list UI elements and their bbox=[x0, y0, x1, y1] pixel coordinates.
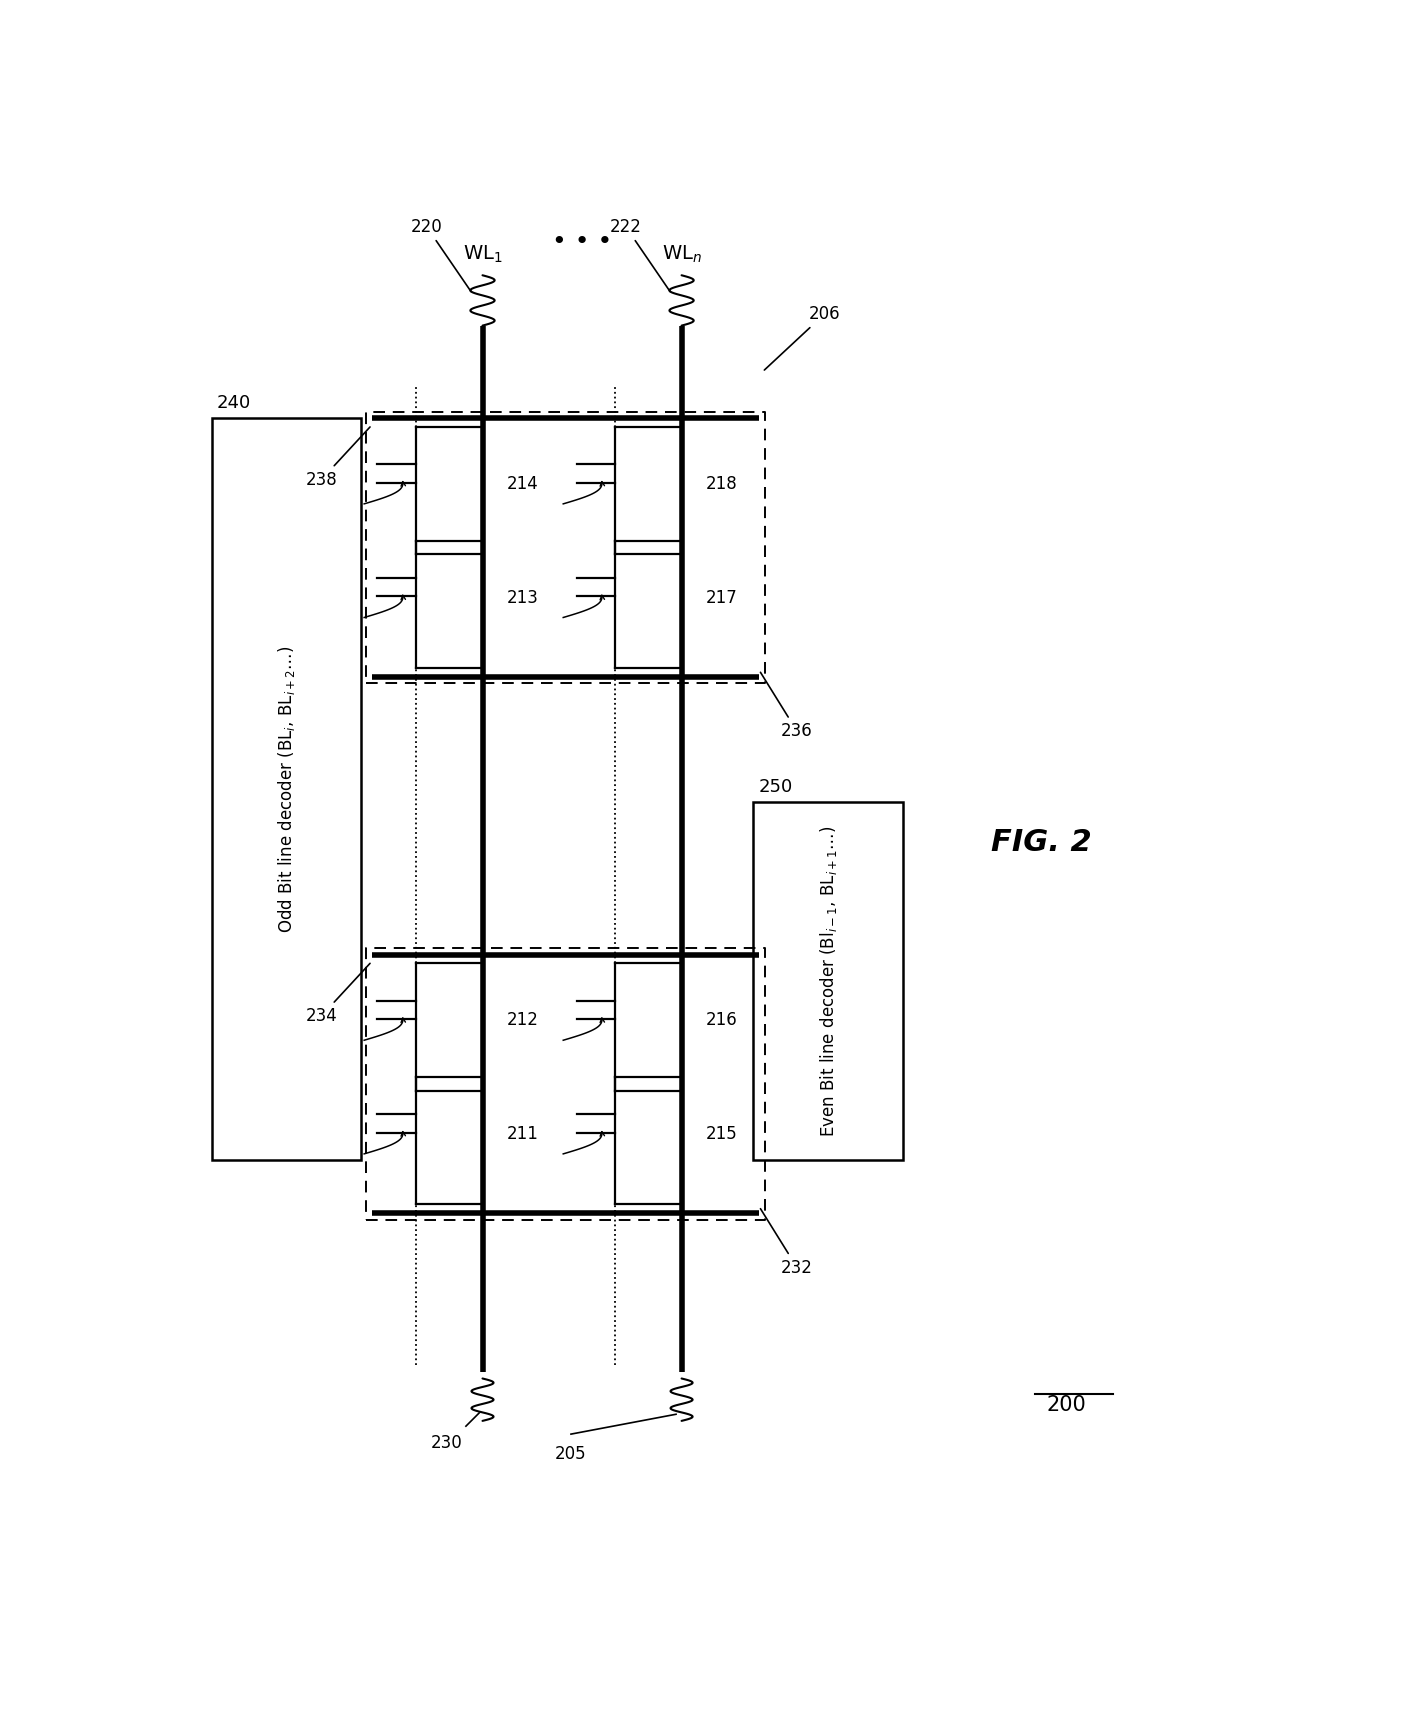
Text: FIG. 2: FIG. 2 bbox=[990, 827, 1092, 857]
Text: Even Bit line decoder (Bl$_{i-1}$, BL$_{i+1}$…): Even Bit line decoder (Bl$_{i-1}$, BL$_{… bbox=[818, 826, 839, 1137]
Text: 212: 212 bbox=[507, 1011, 539, 1029]
Text: 211: 211 bbox=[507, 1125, 539, 1144]
Text: 234: 234 bbox=[305, 963, 370, 1025]
Text: 217: 217 bbox=[706, 588, 738, 607]
Bar bbox=[753, 802, 903, 1159]
Text: 213: 213 bbox=[507, 588, 539, 607]
Text: 240: 240 bbox=[217, 394, 251, 411]
Text: WL$_{1}$: WL$_{1}$ bbox=[462, 243, 502, 265]
Text: 230: 230 bbox=[431, 1434, 462, 1452]
Text: 232: 232 bbox=[761, 1209, 813, 1276]
Bar bbox=[211, 418, 361, 1159]
Text: 220: 220 bbox=[411, 217, 471, 291]
Text: WL$_{n}$: WL$_{n}$ bbox=[662, 243, 702, 265]
Text: 216: 216 bbox=[706, 1011, 738, 1029]
Text: 206: 206 bbox=[765, 304, 841, 370]
Text: Odd Bit line decoder (BL$_{i}$, BL$_{i+2}$…): Odd Bit line decoder (BL$_{i}$, BL$_{i+2… bbox=[275, 645, 297, 932]
Text: 215: 215 bbox=[706, 1125, 738, 1144]
Text: • • •: • • • bbox=[552, 230, 612, 255]
Text: 214: 214 bbox=[507, 475, 538, 494]
Text: 200: 200 bbox=[1046, 1395, 1086, 1416]
Text: 250: 250 bbox=[759, 777, 793, 796]
Text: 205: 205 bbox=[555, 1445, 586, 1462]
Text: 222: 222 bbox=[609, 217, 671, 291]
Text: 236: 236 bbox=[761, 673, 813, 740]
Text: 218: 218 bbox=[706, 475, 738, 494]
Text: 238: 238 bbox=[305, 427, 370, 488]
